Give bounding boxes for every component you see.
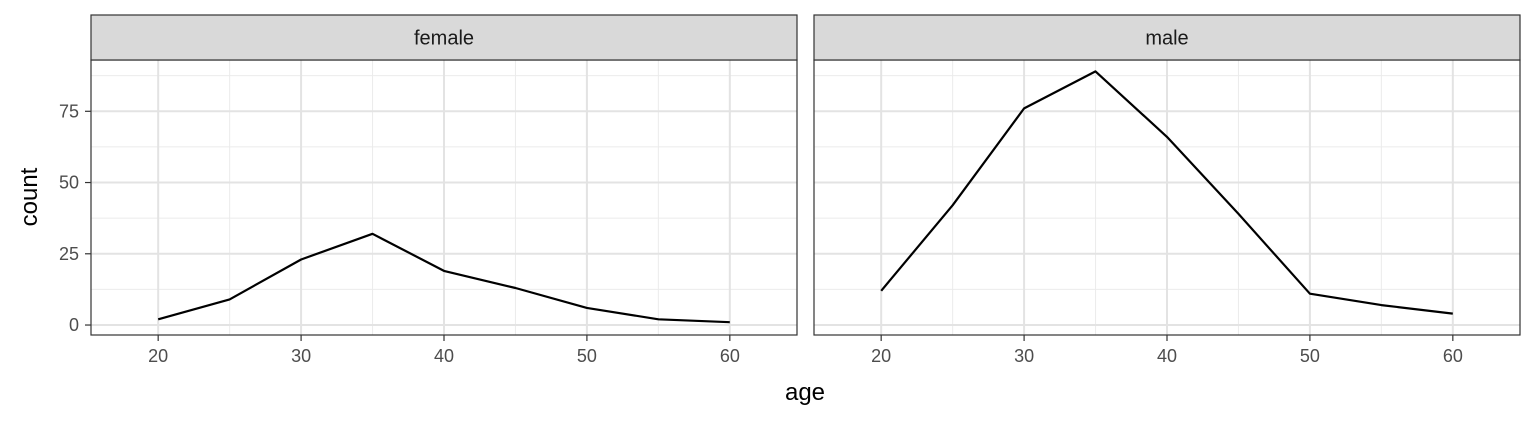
x-axis-title: age xyxy=(785,379,825,406)
facet-strip-label-male: male xyxy=(1145,28,1188,50)
y-tick-label: 25 xyxy=(59,244,79,264)
x-tick-label: 40 xyxy=(434,346,454,366)
x-tick-label: 40 xyxy=(1157,346,1177,366)
facet-strip-label-female: female xyxy=(414,28,474,50)
x-tick-label: 20 xyxy=(148,346,168,366)
facet-strip-male xyxy=(813,14,1521,61)
data-line-female xyxy=(157,232,730,324)
x-tick-label: 50 xyxy=(577,346,597,366)
y-axis-title: count xyxy=(16,167,43,226)
y-tick-label: 75 xyxy=(59,101,79,121)
facet-strip-female xyxy=(90,14,798,61)
x-tick-label: 20 xyxy=(871,346,891,366)
y-tick-label: 50 xyxy=(59,173,79,193)
data-line-male xyxy=(880,70,1453,315)
y-tick-label: 0 xyxy=(69,315,79,335)
x-tick-label: 30 xyxy=(291,346,311,366)
x-tick-label: 30 xyxy=(1014,346,1034,366)
x-tick-label: 60 xyxy=(1443,346,1463,366)
x-tick-label: 60 xyxy=(720,346,740,366)
x-tick-label: 50 xyxy=(1300,346,1320,366)
